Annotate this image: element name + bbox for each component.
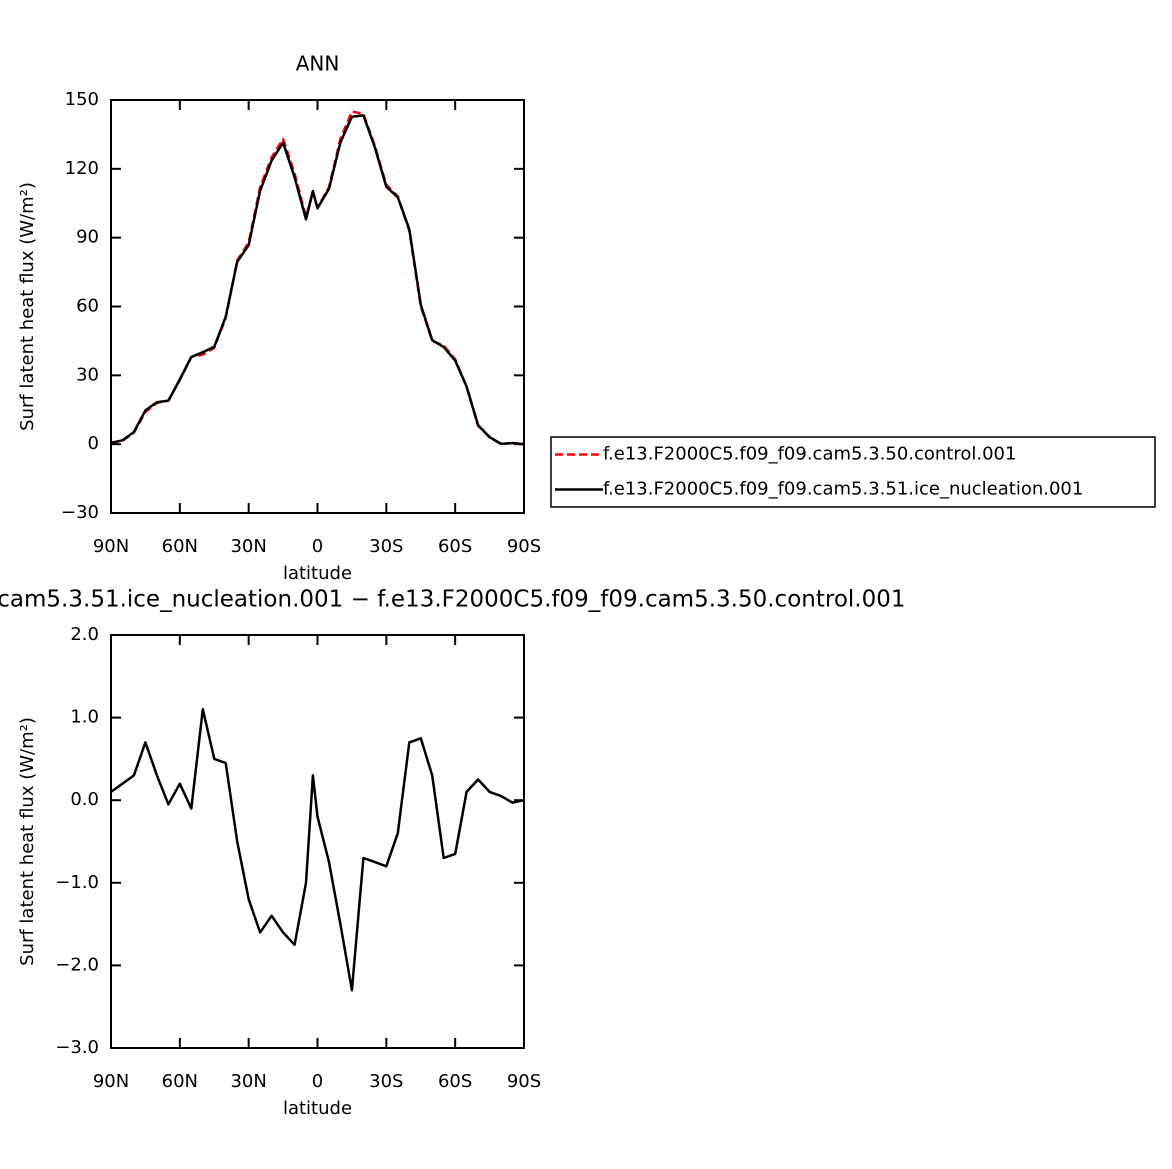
- x-tick-label: 60N: [162, 1071, 198, 1092]
- x-tick-label: 90S: [507, 1071, 541, 1092]
- x-tick-label: 60S: [438, 536, 472, 557]
- x-tick-label: 90S: [507, 536, 541, 557]
- y-tick-label: 120: [65, 158, 99, 179]
- y-tick-label: 2.0: [70, 624, 99, 645]
- x-tick-label: 0: [312, 1071, 323, 1092]
- plot-frame: [110, 634, 525, 1049]
- x-tick-label: 30N: [230, 536, 266, 557]
- y-tick-label: 0.0: [70, 789, 99, 810]
- chart-title: ANN: [296, 52, 340, 76]
- x-tick-label: 30S: [369, 536, 403, 557]
- x-tick-label: 30N: [230, 1071, 266, 1092]
- data-line: [110, 114, 525, 446]
- plot-frame: [110, 99, 525, 514]
- y-tick-label: 30: [76, 364, 99, 385]
- x-tick-label: 30S: [369, 1071, 403, 1092]
- y-tick-label: 90: [76, 227, 99, 248]
- y-axis-label: Surf latent heat flux (W/m²): [17, 717, 38, 966]
- y-tick-label: 0: [88, 433, 99, 454]
- legend-label: f.e13.F2000C5.f09_f09.cam5.3.50.control.…: [603, 444, 1016, 465]
- y-tick-label: −3.0: [55, 1037, 99, 1058]
- x-axis-label: latitude: [283, 563, 352, 584]
- y-tick-label: −1.0: [55, 872, 99, 893]
- x-axis-label: latitude: [283, 1098, 352, 1119]
- x-tick-label: 90N: [93, 536, 129, 557]
- y-tick-label: 150: [65, 89, 99, 110]
- y-tick-label: 60: [76, 296, 99, 317]
- y-tick-label: 1.0: [70, 707, 99, 728]
- x-tick-label: 90N: [93, 1071, 129, 1092]
- chart-title: f.e13.F2000C5.f09_f09.cam5.3.51.ice_nucl…: [0, 587, 905, 613]
- y-axis-label: Surf latent heat flux (W/m²): [17, 182, 38, 431]
- x-tick-label: 0: [312, 536, 323, 557]
- x-tick-label: 60S: [438, 1071, 472, 1092]
- x-tick-label: 60N: [162, 536, 198, 557]
- y-tick-label: −30: [61, 502, 99, 523]
- y-tick-label: −2.0: [55, 954, 99, 975]
- legend-box: [550, 436, 1156, 508]
- data-line: [110, 708, 525, 992]
- legend-label: f.e13.F2000C5.f09_f09.cam5.3.51.ice_nucl…: [603, 479, 1083, 500]
